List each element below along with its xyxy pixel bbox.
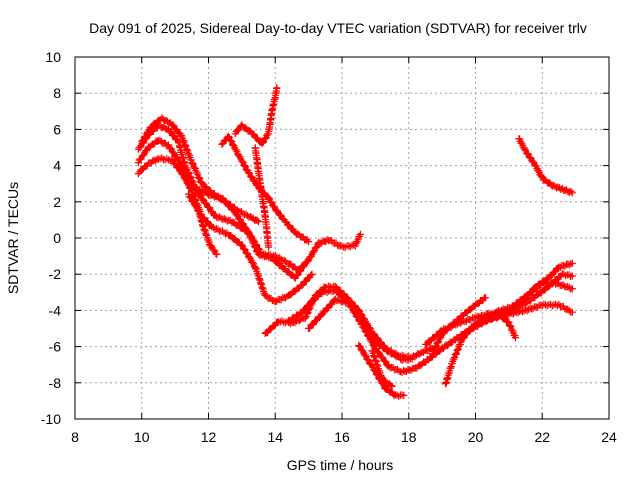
series-markers [218,132,313,246]
y-tick-label: 8 [53,85,61,101]
series-track-7 [231,84,281,147]
y-tick-label: 4 [53,158,61,174]
y-axis-title: SDTVAR / TECUs [5,182,21,294]
grid-lines [75,57,609,419]
x-tick-labels: 8 10 12 14 16 18 20 22 24 [71,429,617,445]
x-tick-label: 10 [134,429,150,445]
y-tick-label: 6 [53,121,61,137]
y-tick-label: -6 [49,339,62,355]
axis-ticks [74,56,610,420]
series-track-5 [184,190,221,258]
series-markers [491,278,576,317]
x-tick-label: 12 [201,429,217,445]
series-markers [251,144,273,251]
series-markers [368,347,396,390]
x-tick-label: 14 [267,429,283,445]
series-markers [138,114,263,226]
y-tick-label: -8 [49,375,62,391]
series-markers [184,190,221,258]
y-tick-label: 2 [53,194,61,210]
series-markers [134,154,316,306]
chart-title: Day 091 of 2025, Sidereal Day-to-day VTE… [89,20,587,36]
x-tick-label: 22 [534,429,550,445]
series-track-19 [515,135,576,197]
series-track-18 [491,278,576,317]
series-track-8 [251,144,273,251]
series-track-13 [368,347,396,390]
data-points [134,84,576,400]
x-tick-label: 18 [401,429,417,445]
series-track-4 [138,114,263,226]
series-track-1 [134,154,316,306]
y-tick-label: 0 [53,230,61,246]
y-tick-label: -4 [49,302,62,318]
x-tick-label: 8 [71,429,79,445]
x-tick-label: 16 [334,429,350,445]
x-tick-label: 24 [601,429,617,445]
y-tick-labels: -10 -8 -6 -4 -2 0 2 4 6 8 10 [41,49,61,427]
y-tick-label: -2 [49,266,62,282]
series-track-6 [218,132,313,246]
x-axis-title: GPS time / hours [287,457,394,473]
y-tick-label: -10 [41,411,61,427]
series-markers [231,84,281,147]
x-tick-label: 20 [468,429,484,445]
series-markers [515,135,576,197]
y-tick-label: 10 [45,49,61,65]
